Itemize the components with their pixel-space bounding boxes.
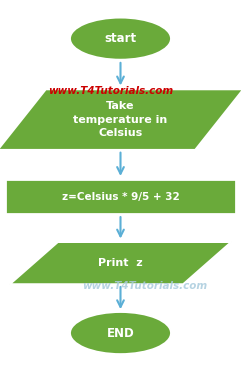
Bar	[5, 179, 236, 214]
Text: start: start	[104, 32, 137, 45]
Text: END: END	[107, 326, 134, 340]
Text: z=Celsius * 9/5 + 32: z=Celsius * 9/5 + 32	[62, 192, 179, 202]
Text: Print  z: Print z	[98, 258, 143, 268]
Text: Take
temperature in
Celsius: Take temperature in Celsius	[73, 102, 168, 138]
Polygon shape	[10, 242, 231, 284]
Text: www.T4Tutorials.com: www.T4Tutorials.com	[48, 86, 174, 96]
Ellipse shape	[70, 17, 171, 60]
Text: www.T4Tutorials.com: www.T4Tutorials.com	[82, 281, 207, 291]
Ellipse shape	[70, 312, 171, 354]
Polygon shape	[0, 89, 241, 150]
